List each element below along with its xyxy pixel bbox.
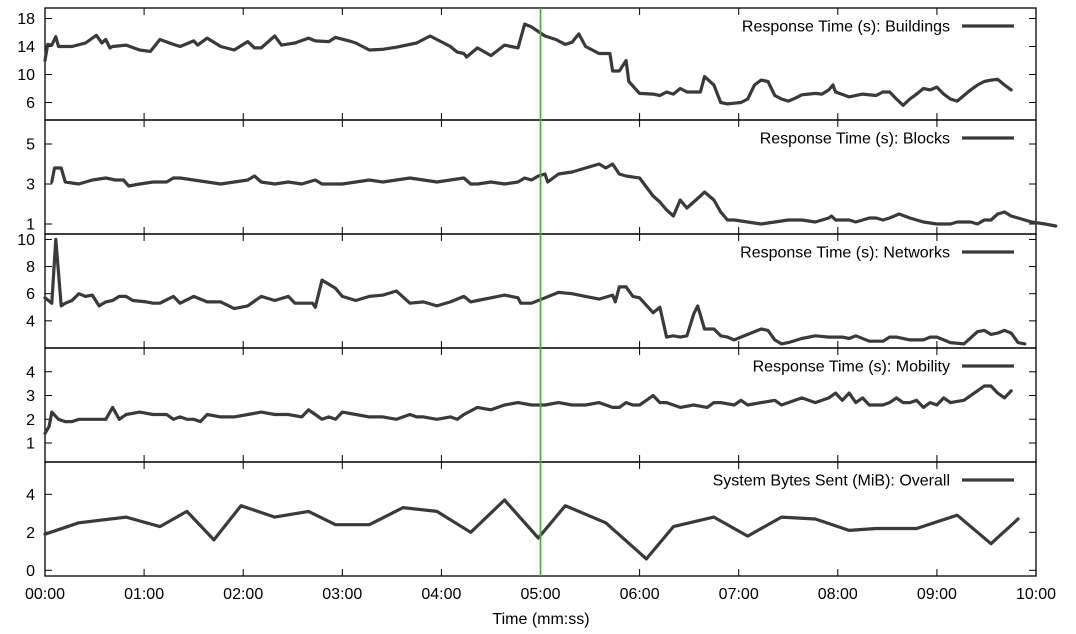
y-tick-label: 10 [17,232,35,249]
x-tick-label: 01:00 [124,586,164,603]
y-tick-label: 4 [26,487,35,504]
x-tick-label: 02:00 [223,586,263,603]
x-tick-label: 10:00 [1016,586,1056,603]
y-tick-label: 4 [26,313,35,330]
y-tick-label: 2 [26,412,35,429]
y-tick-label: 1 [26,436,35,453]
y-tick-label: 18 [17,11,35,28]
legend-label: Response Time (s): Networks [740,245,950,262]
x-tick-label: 06:00 [620,586,660,603]
x-tick-label: 03:00 [322,586,362,603]
y-tick-label: 8 [26,259,35,276]
series-line [43,237,1027,346]
legend-label: Response Time (s): Blocks [760,131,950,148]
x-tick-label: 05:00 [520,586,560,603]
panel-5: 0 2 4 System Bytes Sent (MiB): Overall [26,461,1037,580]
series-line [43,384,1013,436]
y-tick-label: 0 [26,563,35,580]
y-tick-label: 14 [17,39,35,56]
y-tick-label: 5 [26,137,35,154]
series-line [43,22,1013,107]
x-axis-ticks: 00:00 01:00 02:00 03:00 04:00 05:00 06:00 07:00… [25,586,1056,603]
legend-label: Response Time (s): Buildings [742,19,950,36]
series-line [50,162,1058,228]
x-tick-label: 08:00 [818,586,858,603]
panel-4: 1 2 3 4 Response Time (s): Mobility [26,347,1037,463]
x-tick-label: 07:00 [719,586,759,603]
x-tick-label: 04:00 [421,586,461,603]
y-tick-label: 10 [17,67,35,84]
legend-label: System Bytes Sent (MiB): Overall [713,473,950,490]
y-tick-label: 4 [26,364,35,381]
x-axis-title: Time (mm:ss) [492,611,589,628]
x-tick-label: 09:00 [917,586,957,603]
y-tick-label: 2 [26,525,35,542]
y-tick-label: 6 [26,286,35,303]
legend-label: Response Time (s): Mobility [753,359,950,376]
y-tick-label: 3 [26,177,35,194]
x-tick-label: 00:00 [25,586,65,603]
y-tick-label: 6 [26,95,35,112]
panel-1: 6 10 14 18 Response Time (s): Buildings [17,7,1037,121]
panel-3: 4 6 8 10 Response Time (s): Networks [17,232,1037,349]
series-line [43,498,1020,561]
y-tick-label: 1 [26,217,35,234]
y-tick-label: 3 [26,388,35,405]
